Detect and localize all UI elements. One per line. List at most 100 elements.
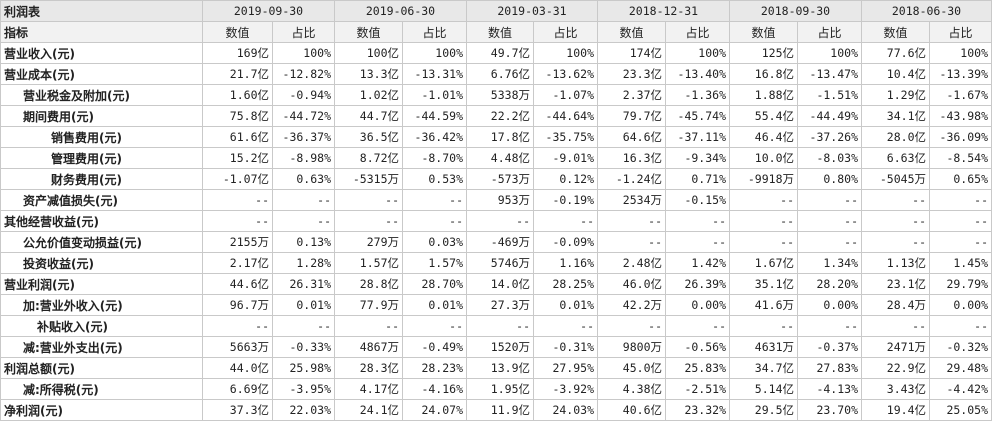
value-cell: 28.3亿 bbox=[334, 357, 403, 379]
row-label: 财务费用(元) bbox=[0, 168, 203, 190]
value-cell: 61.6亿 bbox=[202, 126, 273, 148]
value-cell: 28.4万 bbox=[861, 294, 930, 316]
ratio-cell: -4.13% bbox=[797, 378, 862, 400]
ratio-cell: -- bbox=[272, 210, 335, 232]
row-label: 净利润(元) bbox=[0, 399, 203, 421]
ratio-cell: -37.11% bbox=[665, 126, 730, 148]
value-cell: 22.2亿 bbox=[466, 105, 534, 127]
ratio-cell: 0.80% bbox=[797, 168, 862, 190]
value-cell: 6.63亿 bbox=[861, 147, 930, 169]
value-cell: -573万 bbox=[466, 168, 534, 190]
value-cell: 1.02亿 bbox=[334, 84, 403, 106]
ratio-cell: 100% bbox=[665, 42, 730, 64]
value-cell: 9800万 bbox=[597, 336, 666, 358]
row-label: 投资收益(元) bbox=[0, 252, 203, 274]
value-cell: 15.2亿 bbox=[202, 147, 273, 169]
table-row: 期间费用(元) 75.8亿 -44.72% 44.7亿 -44.59% 22.2亿 -44.… bbox=[0, 105, 992, 127]
value-cell: 28.8亿 bbox=[334, 273, 403, 295]
value-cell: 23.3亿 bbox=[597, 63, 666, 85]
ratio-cell: 1.45% bbox=[929, 252, 992, 274]
value-cell: 4.17亿 bbox=[334, 378, 403, 400]
table-row: 其他经营收益(元) -- -- -- -- -- -- -- -- -- -- -- -- bbox=[0, 210, 992, 232]
ratio-cell: 1.28% bbox=[272, 252, 335, 274]
ratio-cell: -- bbox=[929, 210, 992, 232]
ratio-cell: -35.75% bbox=[533, 126, 598, 148]
table-row: 加:营业外收入(元) 96.7万 0.01% 77.9万 0.01% 27.3万 0.01%… bbox=[0, 294, 992, 316]
value-cell: 23.1亿 bbox=[861, 273, 930, 295]
value-cell: 64.6亿 bbox=[597, 126, 666, 148]
value-cell: 2.48亿 bbox=[597, 252, 666, 274]
ratio-cell: -- bbox=[665, 210, 730, 232]
ratio-cell: -8.98% bbox=[272, 147, 335, 169]
value-cell: 5.14亿 bbox=[729, 378, 798, 400]
ratio-cell: -43.98% bbox=[929, 105, 992, 127]
ratio-cell: 0.65% bbox=[929, 168, 992, 190]
ratio-cell: -- bbox=[533, 210, 598, 232]
ratio-cell: -- bbox=[929, 189, 992, 211]
ratio-cell: -4.42% bbox=[929, 378, 992, 400]
value-cell: 1.95亿 bbox=[466, 378, 534, 400]
period-header: 2019-09-30 bbox=[202, 0, 335, 22]
ratio-cell: -0.33% bbox=[272, 336, 335, 358]
ratio-cell: -44.72% bbox=[272, 105, 335, 127]
value-cell: 5338万 bbox=[466, 84, 534, 106]
ratio-cell: -- bbox=[665, 231, 730, 253]
ratio-cell: 22.03% bbox=[272, 399, 335, 421]
value-cell: 35.1亿 bbox=[729, 273, 798, 295]
ratio-cell: -12.82% bbox=[272, 63, 335, 85]
value-cell: 4631万 bbox=[729, 336, 798, 358]
value-cell: -1.24亿 bbox=[597, 168, 666, 190]
ratio-cell: 0.01% bbox=[533, 294, 598, 316]
value-cell: 5746万 bbox=[466, 252, 534, 274]
value-cell: -- bbox=[202, 189, 273, 211]
ratio-header: 占比 bbox=[929, 21, 992, 43]
table-row: 营业成本(元) 21.7亿 -12.82% 13.3亿 -13.31% 6.76亿 -13.… bbox=[0, 63, 992, 85]
ratio-header: 占比 bbox=[797, 21, 862, 43]
row-label: 销售费用(元) bbox=[0, 126, 203, 148]
value-cell: 44.0亿 bbox=[202, 357, 273, 379]
value-cell: -- bbox=[334, 315, 403, 337]
index-header: 指标 bbox=[0, 21, 203, 43]
ratio-cell: 24.03% bbox=[533, 399, 598, 421]
ratio-cell: 0.12% bbox=[533, 168, 598, 190]
row-label: 营业收入(元) bbox=[0, 42, 203, 64]
ratio-header: 占比 bbox=[665, 21, 730, 43]
table-row: 营业利润(元) 44.6亿 26.31% 28.8亿 28.70% 14.0亿 28.25%… bbox=[0, 273, 992, 295]
value-cell: 46.4亿 bbox=[729, 126, 798, 148]
ratio-cell: -0.09% bbox=[533, 231, 598, 253]
ratio-cell: -13.62% bbox=[533, 63, 598, 85]
ratio-cell: 28.23% bbox=[402, 357, 467, 379]
value-cell: -- bbox=[597, 210, 666, 232]
ratio-cell: -0.19% bbox=[533, 189, 598, 211]
value-cell: 77.6亿 bbox=[861, 42, 930, 64]
value-header: 数值 bbox=[334, 21, 403, 43]
value-cell: 29.5亿 bbox=[729, 399, 798, 421]
table-title: 利润表 bbox=[0, 0, 203, 22]
value-cell: 41.6万 bbox=[729, 294, 798, 316]
ratio-cell: 23.70% bbox=[797, 399, 862, 421]
ratio-cell: 100% bbox=[797, 42, 862, 64]
ratio-cell: 100% bbox=[929, 42, 992, 64]
ratio-cell: -1.01% bbox=[402, 84, 467, 106]
value-cell: -- bbox=[597, 231, 666, 253]
ratio-cell: -8.70% bbox=[402, 147, 467, 169]
ratio-cell: 0.00% bbox=[797, 294, 862, 316]
period-header: 2018-12-31 bbox=[597, 0, 730, 22]
value-cell: -- bbox=[861, 231, 930, 253]
ratio-cell: -36.09% bbox=[929, 126, 992, 148]
value-cell: 24.1亿 bbox=[334, 399, 403, 421]
ratio-cell: -8.03% bbox=[797, 147, 862, 169]
value-cell: 17.8亿 bbox=[466, 126, 534, 148]
value-cell: -- bbox=[597, 315, 666, 337]
table-row: 财务费用(元) -1.07亿 0.63% -5315万 0.53% -573万 0.12% -… bbox=[0, 168, 992, 190]
ratio-cell: 0.01% bbox=[402, 294, 467, 316]
value-cell: -5045万 bbox=[861, 168, 930, 190]
value-cell: -- bbox=[466, 210, 534, 232]
row-label: 公允价值变动损益(元) bbox=[0, 231, 203, 253]
ratio-cell: -- bbox=[797, 315, 862, 337]
value-cell: 1.57亿 bbox=[334, 252, 403, 274]
value-cell: 1.29亿 bbox=[861, 84, 930, 106]
ratio-cell: 0.00% bbox=[929, 294, 992, 316]
value-cell: 100亿 bbox=[334, 42, 403, 64]
value-cell: 5663万 bbox=[202, 336, 273, 358]
